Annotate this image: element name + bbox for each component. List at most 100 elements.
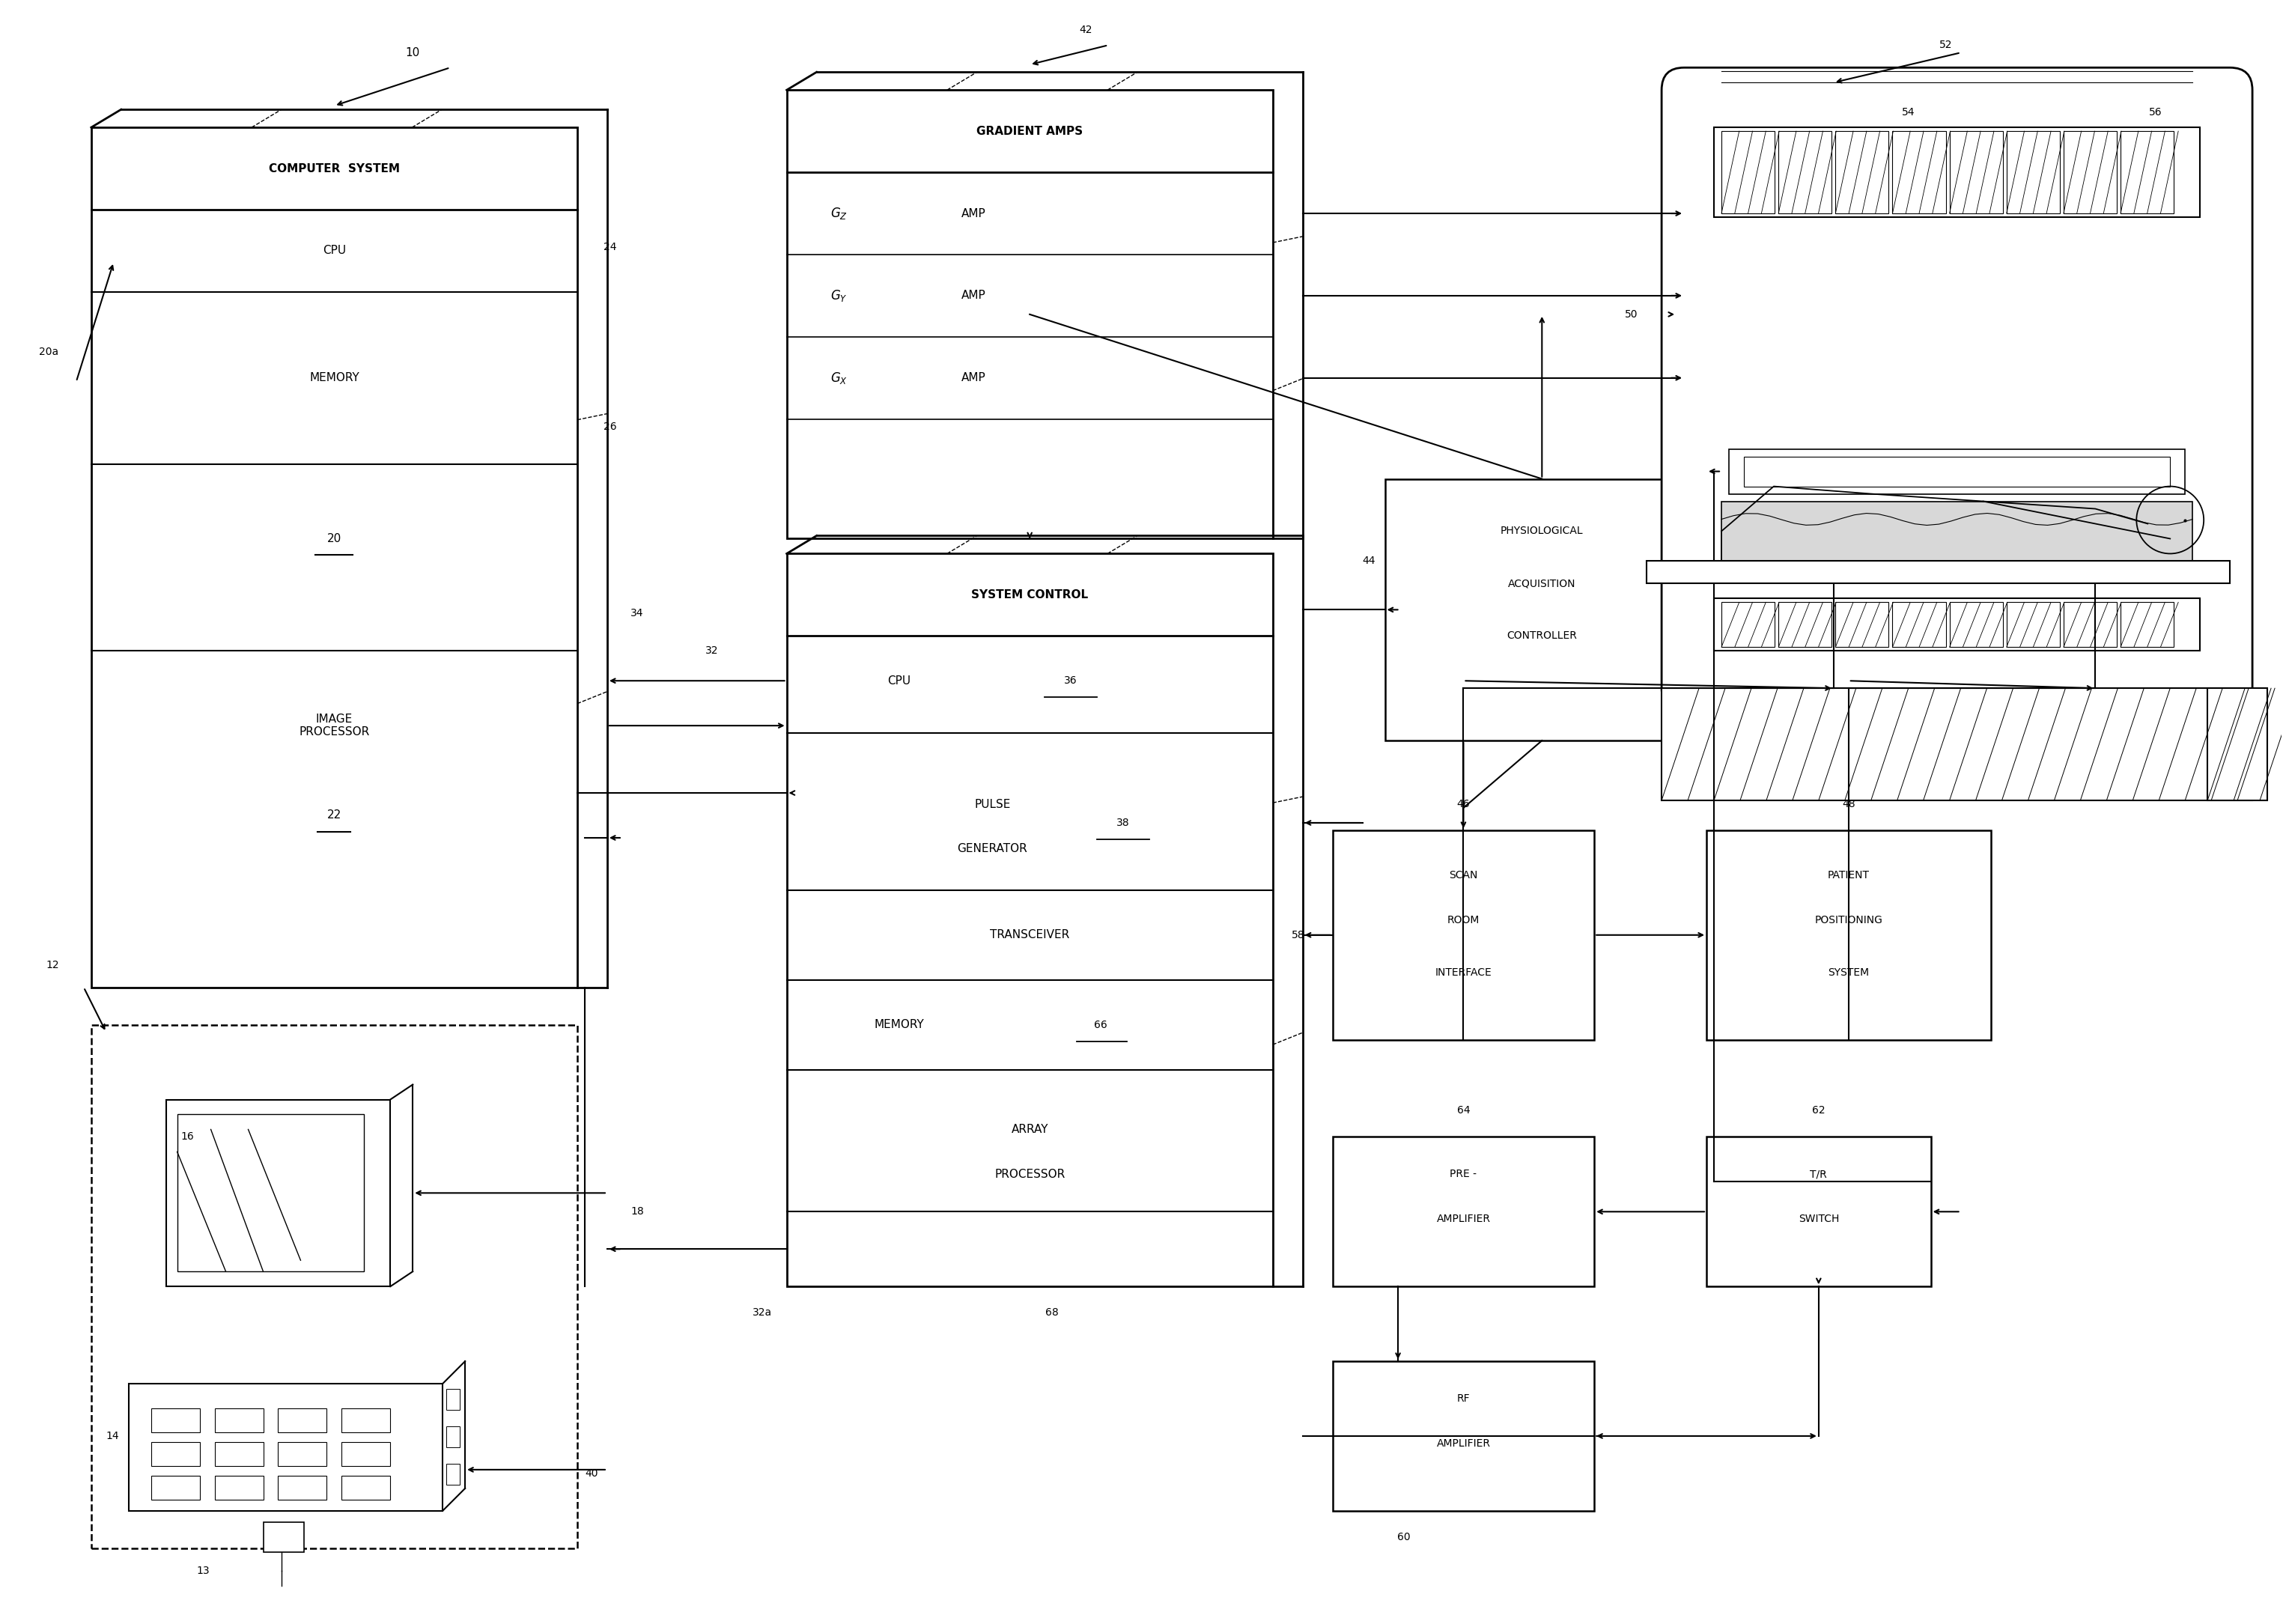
Text: 34: 34: [630, 609, 644, 619]
Text: 20a: 20a: [39, 346, 59, 357]
Bar: [788, 89, 1272, 539]
Text: COMPUTER  SYSTEM: COMPUTER SYSTEM: [269, 162, 400, 174]
Bar: [1728, 448, 2185, 494]
Bar: [128, 1384, 443, 1510]
Bar: [1893, 132, 1945, 213]
Text: 32a: 32a: [751, 1307, 772, 1317]
FancyBboxPatch shape: [1662, 68, 2253, 711]
Bar: [215, 1476, 263, 1499]
Bar: [1778, 603, 1831, 646]
Bar: [2064, 603, 2116, 646]
Text: ACQUISITION: ACQUISITION: [1509, 578, 1575, 590]
Text: PATIENT: PATIENT: [1829, 870, 1870, 880]
Text: 26: 26: [603, 421, 616, 432]
Text: ROOM: ROOM: [1447, 914, 1479, 926]
Bar: [279, 1476, 326, 1499]
Bar: [1893, 603, 1945, 646]
Text: 12: 12: [46, 960, 59, 970]
Bar: [151, 1408, 199, 1432]
Bar: [215, 1408, 263, 1432]
Text: $G_Z$: $G_Z$: [831, 206, 847, 221]
Bar: [1333, 830, 1594, 1039]
Bar: [1715, 599, 2201, 651]
Text: 56: 56: [2148, 107, 2162, 117]
Text: 62: 62: [1813, 1106, 1824, 1116]
Text: 68: 68: [1046, 1307, 1059, 1317]
Bar: [1333, 1361, 1594, 1510]
Text: 46: 46: [1457, 799, 1470, 809]
Text: 10: 10: [406, 47, 420, 58]
Bar: [1715, 127, 2201, 218]
Text: 48: 48: [1842, 799, 1856, 809]
Text: 32: 32: [705, 646, 719, 656]
Bar: [1836, 132, 1888, 213]
Bar: [1836, 603, 1888, 646]
Bar: [1705, 1137, 1931, 1286]
Bar: [1721, 502, 2192, 562]
Text: 18: 18: [630, 1207, 644, 1216]
Bar: [1721, 603, 1774, 646]
Bar: [1950, 603, 2002, 646]
Text: T/R: T/R: [1810, 1169, 1826, 1179]
Text: 44: 44: [1363, 555, 1377, 567]
Text: MEMORY: MEMORY: [308, 372, 358, 383]
Text: 64: 64: [1457, 1106, 1470, 1116]
Text: PRE -: PRE -: [1450, 1169, 1477, 1179]
Bar: [215, 1442, 263, 1466]
Text: CPU: CPU: [322, 245, 347, 257]
Text: 40: 40: [584, 1468, 598, 1478]
Text: CONTROLLER: CONTROLLER: [1507, 630, 1578, 641]
Text: 54: 54: [1902, 107, 1915, 117]
Text: SYSTEM CONTROL: SYSTEM CONTROL: [970, 590, 1089, 601]
Text: SYSTEM: SYSTEM: [1829, 968, 1870, 978]
Bar: [2007, 132, 2059, 213]
Bar: [91, 127, 578, 987]
Text: 52: 52: [1938, 41, 1952, 50]
Bar: [447, 1463, 459, 1484]
Text: AMP: AMP: [961, 208, 986, 219]
Text: PROCESSOR: PROCESSOR: [995, 1169, 1064, 1181]
Text: MEMORY: MEMORY: [874, 1020, 925, 1030]
Bar: [1705, 830, 1991, 1039]
Bar: [151, 1476, 199, 1499]
Text: AMPLIFIER: AMPLIFIER: [1436, 1213, 1491, 1224]
Bar: [447, 1389, 459, 1410]
Bar: [2007, 603, 2059, 646]
Text: 58: 58: [1292, 931, 1304, 940]
Bar: [178, 1114, 365, 1272]
Text: 36: 36: [1064, 676, 1078, 685]
Text: 22: 22: [326, 810, 342, 822]
Bar: [263, 1522, 304, 1553]
Text: PULSE: PULSE: [975, 799, 1011, 810]
Text: IMAGE
PROCESSOR: IMAGE PROCESSOR: [299, 713, 370, 737]
Bar: [2208, 689, 2267, 801]
Bar: [1721, 132, 1774, 213]
Text: POSITIONING: POSITIONING: [1815, 914, 1883, 926]
Bar: [91, 1025, 578, 1548]
Bar: [1386, 479, 1699, 741]
Text: GENERATOR: GENERATOR: [957, 843, 1027, 854]
Text: PHYSIOLOGICAL: PHYSIOLOGICAL: [1500, 526, 1584, 536]
Text: GRADIENT AMPS: GRADIENT AMPS: [977, 125, 1082, 136]
Text: $G_X$: $G_X$: [831, 370, 847, 385]
Bar: [2121, 132, 2173, 213]
Bar: [1333, 1137, 1594, 1286]
Text: TRANSCEIVER: TRANSCEIVER: [991, 929, 1068, 940]
Text: CPU: CPU: [888, 676, 911, 687]
Text: AMP: AMP: [961, 372, 986, 383]
Bar: [788, 554, 1272, 1286]
Bar: [1662, 689, 2253, 801]
Bar: [151, 1442, 199, 1466]
Bar: [447, 1426, 459, 1447]
Bar: [1778, 132, 1831, 213]
Bar: [1646, 562, 2230, 583]
Text: 14: 14: [105, 1431, 119, 1440]
Text: 13: 13: [196, 1566, 210, 1575]
Bar: [1744, 456, 2171, 486]
Text: 38: 38: [1116, 817, 1130, 828]
Bar: [2064, 132, 2116, 213]
Text: SWITCH: SWITCH: [1799, 1213, 1840, 1224]
Text: INTERFACE: INTERFACE: [1436, 968, 1491, 978]
Text: 16: 16: [180, 1132, 194, 1142]
Bar: [342, 1442, 390, 1466]
